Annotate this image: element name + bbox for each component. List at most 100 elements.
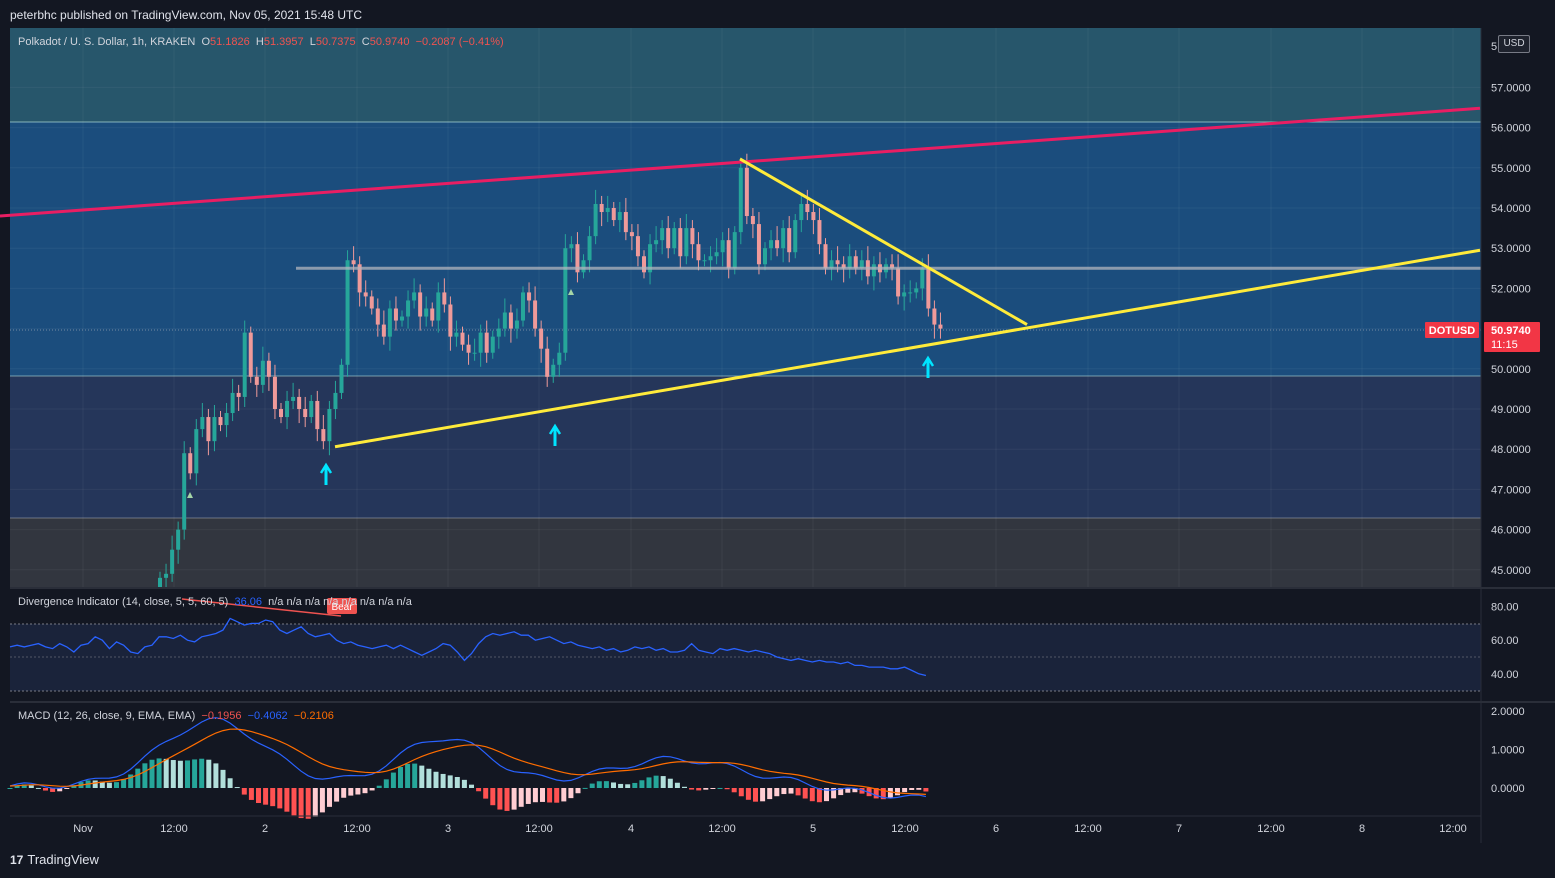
candle-body — [635, 236, 640, 257]
macd-histogram-bar — [312, 788, 318, 817]
bear-divergence-line — [181, 598, 342, 617]
candle-body — [539, 328, 544, 349]
candle-body — [654, 240, 659, 245]
time-axis-label: Nov — [73, 823, 93, 835]
candle-body — [315, 400, 320, 430]
macd-histogram-bar — [57, 788, 63, 792]
candle-body — [666, 228, 671, 249]
signal-line — [9, 728, 926, 795]
macd-histogram-bar — [234, 787, 240, 789]
candle-body — [527, 292, 532, 301]
macd-line-value: −0.4062 — [247, 710, 288, 722]
candle-body — [914, 288, 919, 293]
price-axis-label: 55.0000 — [1491, 163, 1531, 175]
candle-body — [442, 292, 447, 305]
macd-histogram-bar — [554, 788, 560, 803]
macd-histogram-bar — [674, 782, 680, 788]
candle-body — [218, 417, 223, 426]
price-axis-label: 56.0000 — [1491, 123, 1531, 135]
macd-histogram-bar — [582, 787, 588, 789]
candle-body — [672, 228, 677, 249]
macd-histogram-bar — [177, 760, 183, 788]
macd-histogram-bar — [767, 788, 773, 800]
candle-body — [696, 244, 701, 261]
macd-histogram-bar — [859, 788, 865, 794]
macd-histogram-bar — [731, 788, 737, 793]
macd-histogram-bar — [831, 788, 837, 799]
time-axis-label: 12:00 — [343, 823, 371, 835]
candle-body — [351, 260, 356, 265]
divergence-axis[interactable]: 80.00 60.00 40.00 — [1491, 602, 1519, 681]
candle-body — [853, 256, 858, 269]
macd-histogram-bar — [305, 788, 311, 819]
triangle-upper-line[interactable] — [739, 157, 1028, 326]
divergence-axis-label: 40.00 — [1491, 669, 1519, 681]
macd-histogram-bar — [710, 788, 716, 789]
macd-axis[interactable]: 2.0000 1.0000 0.0000 — [1491, 706, 1525, 795]
candle-body — [642, 256, 646, 273]
candle-body — [309, 400, 314, 418]
pink-channel-line[interactable] — [0, 106, 1481, 218]
upper-zone — [10, 28, 1481, 122]
time-axis-label: 12:00 — [1074, 823, 1102, 835]
candle-body — [448, 304, 453, 337]
time-axis[interactable]: Nov 12:00 2 12:00 3 12:00 4 12:00 5 12:00 6 12:00 7 1… — [73, 823, 1467, 835]
macd-histogram-bar — [916, 788, 922, 790]
divergence-legend[interactable]: Divergence Indicator (14, close, 5, 5, 6… — [18, 596, 412, 608]
time-axis-label: 3 — [445, 823, 451, 835]
candle-body — [436, 292, 441, 321]
macd-histogram-bar — [696, 788, 702, 791]
macd-histogram-bar — [852, 788, 858, 793]
drawings-layer[interactable] — [0, 106, 1481, 498]
currency-button[interactable]: USD — [1498, 35, 1530, 53]
macd-histogram-bar — [518, 788, 524, 807]
price-axis-label: 47.0000 — [1491, 484, 1531, 496]
tradingview-mark-icon: 17 — [10, 852, 24, 867]
macd-axis-label: 2.0000 — [1491, 706, 1525, 718]
macd-histogram-bar — [781, 788, 787, 795]
candle-body — [236, 392, 241, 397]
macd-histogram-bar — [248, 788, 254, 800]
candle-body — [847, 256, 852, 269]
macd-histogram-bar — [838, 788, 844, 796]
tradingview-logo[interactable]: 17 TradingView — [10, 852, 99, 867]
price-axis-label: 50.0000 — [1491, 364, 1531, 376]
candle-body — [260, 360, 265, 385]
price-axis[interactable]: 57.0000 56.0000 55.0000 54.0000 53.0000 52.00… — [1491, 41, 1531, 577]
candle-body — [871, 264, 876, 277]
chart-area[interactable]: 57.0000 56.0000 55.0000 54.0000 53.0000 52.00… — [0, 28, 1555, 843]
macd-histogram-bar — [114, 782, 119, 788]
price-axis-label: 46.0000 — [1491, 525, 1531, 537]
candle-body — [484, 332, 489, 353]
close-label: C — [361, 36, 370, 48]
publish-header: peterbhc published on TradingView.com, N… — [0, 0, 1555, 28]
candle-body — [297, 396, 302, 409]
macd-histogram-bar — [284, 788, 290, 812]
macd-histogram-bar — [660, 776, 666, 788]
candle-body — [617, 212, 622, 221]
open-value: 51.1826 — [210, 36, 250, 48]
macd-histogram-bar — [383, 779, 389, 788]
candle-body — [811, 212, 816, 221]
macd-histogram-bar — [511, 788, 517, 810]
macd-histogram-bar — [738, 788, 744, 797]
macd-legend[interactable]: MACD (12, 26, close, 9, EMA, EMA) −0.195… — [18, 710, 334, 722]
time-axis-label: 12:00 — [708, 823, 736, 835]
triangle-lower-line[interactable] — [334, 248, 1481, 449]
candle-body — [164, 573, 169, 578]
time-axis-label: 6 — [993, 823, 999, 835]
chart-canvas[interactable]: 57.000056.000055.000054.000053.000052.00… — [0, 28, 1555, 843]
price-axis-label: 45.0000 — [1491, 565, 1531, 577]
main-legend[interactable]: Polkadot / U. S. Dollar, 1h, KRAKEN O51.… — [18, 36, 504, 48]
candle-body — [684, 228, 689, 257]
macd-histogram-bar — [504, 788, 510, 811]
macd-histogram — [7, 758, 929, 819]
candle-body — [835, 260, 840, 265]
candle-body — [303, 409, 308, 418]
macd-histogram-bar — [21, 784, 27, 788]
candle-body — [266, 360, 271, 377]
candle-body — [454, 332, 459, 337]
macd-signal-value: −0.2106 — [293, 710, 334, 722]
price-axis-label: 52.0000 — [1491, 283, 1531, 295]
macd-histogram-bar — [270, 788, 276, 807]
